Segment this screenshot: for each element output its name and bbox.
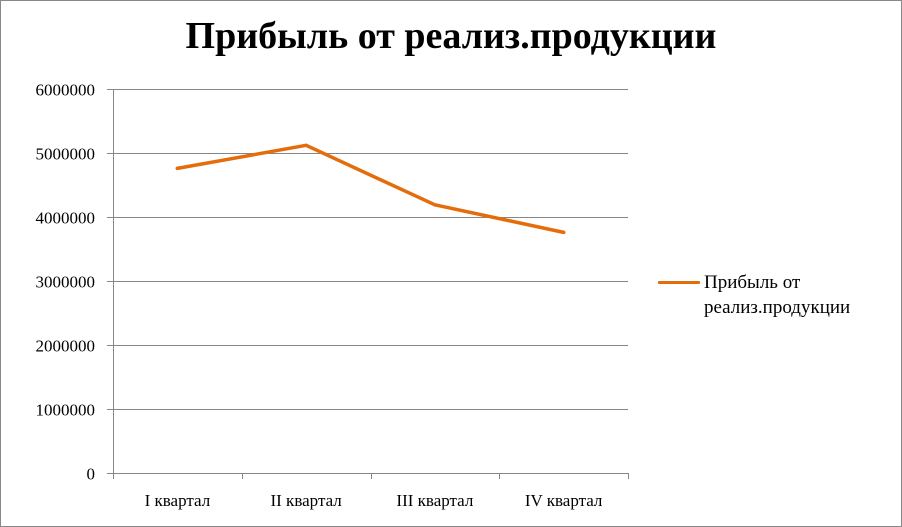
data-point (433, 203, 437, 207)
x-tick-label: II квартал (270, 491, 342, 510)
data-point (304, 143, 308, 148)
legend-label: Прибыль от реализ.продукции (704, 272, 851, 318)
x-tick-label: I квартал (145, 491, 211, 510)
y-tick-label: 5000000 (36, 145, 96, 164)
y-tick-label: 2000000 (36, 337, 96, 356)
y-tick-label: 6000000 (36, 81, 96, 100)
x-tick-label: IV квартал (525, 491, 603, 510)
y-tick-label: 0 (87, 465, 96, 484)
x-tick-label: III квартал (396, 491, 473, 510)
data-point (175, 166, 180, 171)
series-line (175, 143, 566, 235)
y-tick-label: 3000000 (36, 273, 96, 292)
legend-swatch (658, 281, 700, 284)
chart-title: Прибыль от реализ.продукции (185, 15, 717, 57)
y-tick-label: 1000000 (36, 401, 96, 420)
y-tick-label: 4000000 (36, 209, 96, 228)
data-point (561, 230, 566, 235)
